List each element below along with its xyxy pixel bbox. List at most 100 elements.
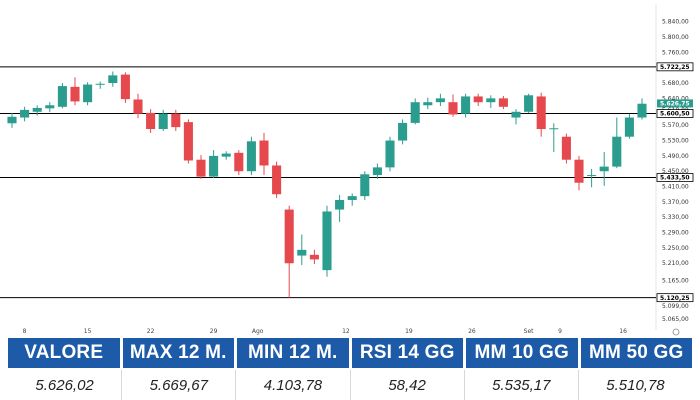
candle-body xyxy=(221,153,231,157)
candle-body xyxy=(410,102,420,123)
candle-body xyxy=(385,140,395,168)
candle-body xyxy=(486,98,496,103)
header-rsi-14gg: RSI 14 GG xyxy=(351,338,463,368)
candle-body xyxy=(498,98,508,107)
x-tick-label: 15 xyxy=(84,328,92,335)
x-tick-label: 8 xyxy=(23,328,27,335)
candle-body xyxy=(246,141,256,172)
settings-icon xyxy=(672,328,680,336)
value-valore: 5.626,02 xyxy=(8,370,123,400)
y-tick-label: 5.065,00 xyxy=(662,316,689,323)
x-tick-label: 19 xyxy=(405,328,413,335)
value-mm-10gg: 5.535,17 xyxy=(465,370,579,400)
y-tick-label: 5.800,00 xyxy=(662,34,689,41)
candle-body xyxy=(133,99,143,114)
candle-body xyxy=(587,175,597,177)
y-tick-label: 5.370,00 xyxy=(662,199,689,206)
candle-body xyxy=(461,96,471,114)
candle-body xyxy=(398,122,408,141)
candle-body xyxy=(158,113,168,130)
candle-body xyxy=(473,96,483,103)
y-tick-label: 5.250,00 xyxy=(662,245,689,252)
candle-body xyxy=(372,167,382,176)
candle-body xyxy=(209,155,219,177)
x-tick-label: 22 xyxy=(147,328,155,335)
last-price-tag xyxy=(657,99,693,108)
candle-body xyxy=(536,96,546,130)
level-price-tag xyxy=(656,109,694,118)
y-tick-label: 5.570,00 xyxy=(662,122,689,129)
header-valore: VALORE xyxy=(8,338,120,368)
candlestick-chart: 5.065,005.099,005.120,005.165,005.210,00… xyxy=(0,4,694,336)
candle-body xyxy=(234,152,244,172)
candle-body xyxy=(83,84,93,103)
candle-body xyxy=(120,74,130,100)
stats-header-row: VALORE MAX 12 M. MIN 12 M. RSI 14 GG MM … xyxy=(8,338,692,368)
header-mm-10gg: MM 10 GG xyxy=(466,338,578,368)
level-price-tag xyxy=(656,173,694,182)
candle-body xyxy=(599,166,609,172)
candle-body xyxy=(20,109,30,118)
x-tick-label: 9 xyxy=(558,328,562,335)
chart-canvas: 5.065,005.099,005.120,005.165,005.210,00… xyxy=(0,4,694,336)
candle-body xyxy=(171,113,181,128)
candle-body xyxy=(435,98,445,103)
candle-body xyxy=(423,102,433,106)
header-mm-50gg: MM 50 GG xyxy=(580,338,692,368)
y-tick-label: 5.165,00 xyxy=(662,278,689,285)
candle-body xyxy=(637,103,647,118)
y-tick-label: 5.210,00 xyxy=(662,260,689,267)
candle-body xyxy=(347,196,357,200)
candle-body xyxy=(108,75,118,84)
candle-body xyxy=(561,136,571,160)
candle-body xyxy=(146,112,156,130)
y-tick-label: 5.410,00 xyxy=(662,184,689,191)
value-rsi-14gg: 58,42 xyxy=(351,370,465,400)
y-tick-label: 5.760,00 xyxy=(662,49,689,56)
candle-body xyxy=(524,95,534,112)
candle-body xyxy=(183,122,193,161)
x-tick-label: Set xyxy=(524,328,535,335)
y-tick-label: 5.290,00 xyxy=(662,230,689,237)
value-max-12m: 5.669,67 xyxy=(122,370,237,400)
header-max-12m: MAX 12 M. xyxy=(122,338,234,368)
x-tick-label: 16 xyxy=(619,328,627,335)
header-min-12m: MIN 12 M. xyxy=(237,338,349,368)
candle-body xyxy=(45,105,55,109)
candle-body xyxy=(624,117,634,137)
level-price-tag xyxy=(656,62,694,72)
y-tick-label: 5.099,00 xyxy=(662,303,689,310)
x-tick-label: 29 xyxy=(210,328,218,335)
stats-value-row: 5.626,02 5.669,67 4.103,78 58,42 5.535,1… xyxy=(8,370,692,400)
candle-body xyxy=(95,83,105,85)
level-price-label: 5.600,50 xyxy=(660,111,690,118)
candle-body xyxy=(309,254,319,260)
level-price-label: 5.433,50 xyxy=(660,175,690,182)
candle-body xyxy=(335,199,345,210)
candle-body xyxy=(612,136,622,167)
value-min-12m: 4.103,78 xyxy=(236,370,351,400)
candle-body xyxy=(70,86,80,102)
candle-body xyxy=(448,102,458,115)
level-price-label: 5.722,25 xyxy=(660,64,690,71)
y-tick-label: 5.640,00 xyxy=(662,95,689,102)
candle-body xyxy=(7,116,17,124)
y-tick-label: 5.680,00 xyxy=(662,80,689,87)
value-mm-50gg: 5.510,78 xyxy=(606,376,665,394)
candle-body xyxy=(322,211,332,271)
y-tick-label: 5.530,00 xyxy=(662,138,689,145)
candle-body xyxy=(297,249,307,256)
y-tick-label: 5.450,00 xyxy=(662,168,689,175)
stats-table: VALORE MAX 12 M. MIN 12 M. RSI 14 GG MM … xyxy=(8,338,692,400)
candle-body xyxy=(32,107,42,112)
candle-body xyxy=(574,159,584,183)
y-tick-label: 5.330,00 xyxy=(662,214,689,221)
candle-body xyxy=(272,165,282,195)
candle-body xyxy=(259,140,269,166)
candle-body xyxy=(284,209,294,264)
candle-body xyxy=(196,159,206,177)
x-tick-label: 12 xyxy=(342,328,350,335)
candle-body xyxy=(360,174,370,197)
x-tick-label: Ago xyxy=(252,328,264,335)
y-tick-label: 5.840,00 xyxy=(662,19,689,26)
